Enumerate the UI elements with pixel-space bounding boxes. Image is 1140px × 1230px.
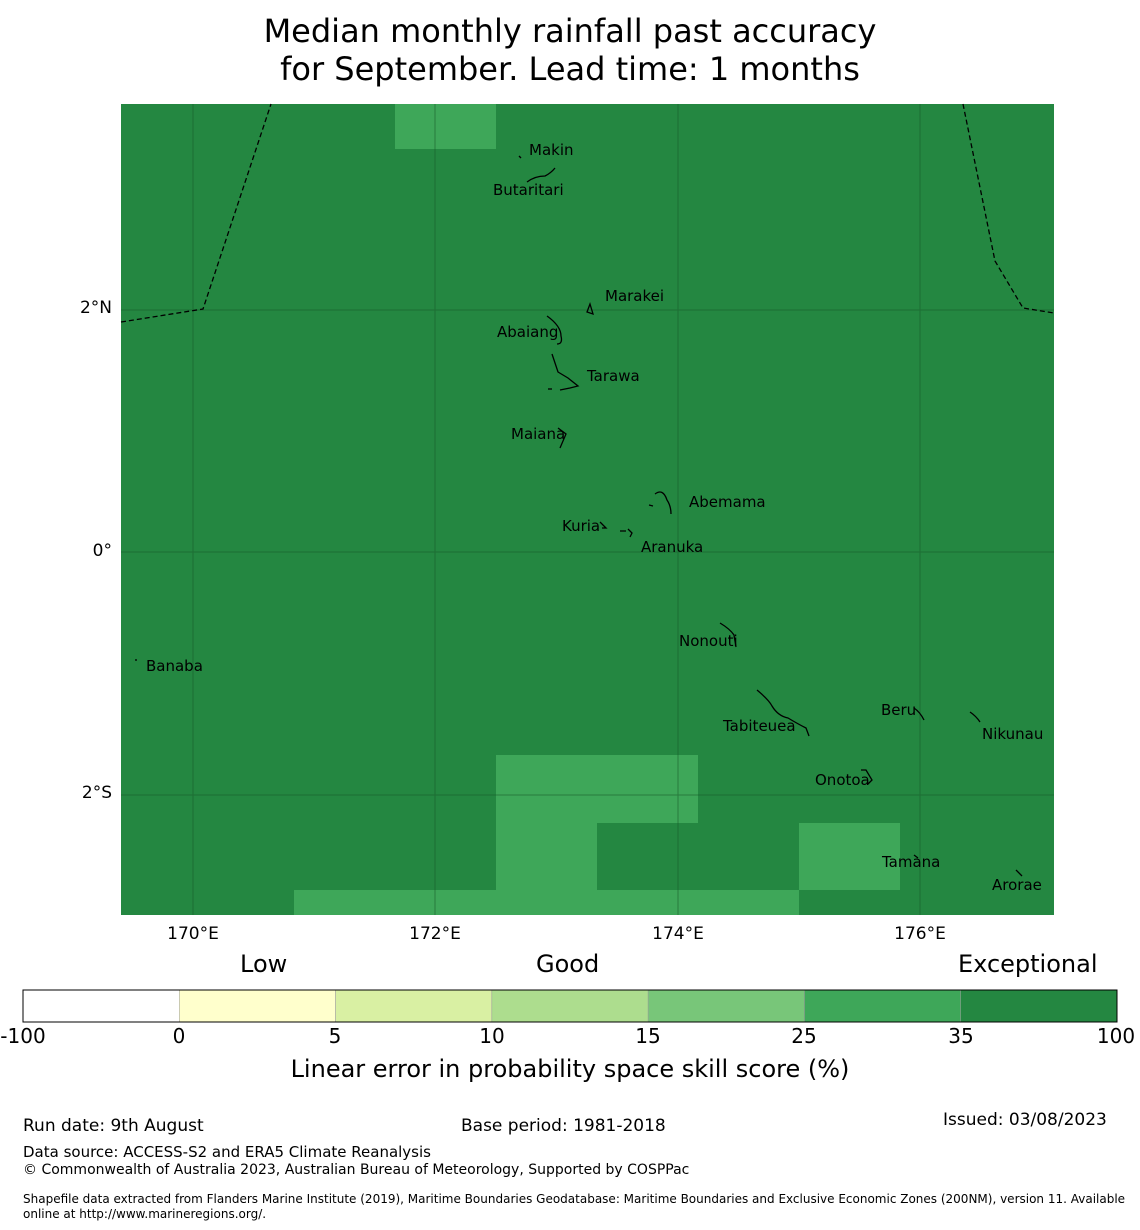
place-label-tamana: Tamana	[882, 853, 941, 871]
place-label-butaritari: Butaritari	[493, 181, 564, 199]
place-label-marakei: Marakei	[605, 287, 665, 305]
legend-tick: -100	[0, 1024, 46, 1048]
legend-category-exceptional: Exceptional	[958, 950, 1098, 978]
place-label-maiana: Maiana	[511, 425, 566, 443]
lon-label-170e: 170°E	[167, 924, 219, 944]
shapefile-credit-line-2: online at http://www.marineregions.org/.	[23, 1207, 267, 1221]
colorbar-segment	[647, 989, 805, 1023]
skill-cell	[496, 755, 698, 823]
chart-title-line-1: Median monthly rainfall past accuracy	[263, 12, 877, 50]
lat-label-2n: 2°N	[79, 298, 112, 318]
legend-tick: 35	[948, 1024, 974, 1048]
place-label-nikunau: Nikunau	[982, 725, 1044, 743]
place-label-tabiteuea: Tabiteuea	[723, 717, 796, 735]
legend-category-low: Low	[240, 950, 288, 978]
legend-tick: 0	[172, 1024, 186, 1048]
island-outlines	[135, 155, 1023, 877]
lat-label-0: 0°	[92, 541, 112, 561]
colorbar-segment	[491, 989, 649, 1023]
colorbar-segment	[960, 989, 1118, 1023]
place-label-abaiang: Abaiang	[497, 323, 559, 341]
place-label-abemama: Abemama	[689, 493, 766, 511]
copyright: © Commonwealth of Australia 2023, Austra…	[23, 1162, 690, 1178]
legend-tick: 10	[479, 1024, 505, 1048]
skill-cell	[395, 104, 496, 149]
chart-title-line-2: for September. Lead time: 1 months	[280, 50, 860, 88]
data-source: Data source: ACCESS-S2 and ERA5 Climate …	[23, 1143, 431, 1161]
legend-tick: 25	[791, 1024, 817, 1048]
colorbar-label: Linear error in probability space skill …	[290, 1055, 850, 1083]
colorbar-segment	[22, 989, 180, 1023]
colorbar-segment	[335, 989, 493, 1023]
lon-label-172e: 172°E	[409, 924, 461, 944]
skill-cell	[496, 823, 597, 890]
legend-colorbar	[22, 989, 1118, 1023]
colorbar-segment	[804, 989, 961, 1023]
lon-label-176e: 176°E	[894, 924, 946, 944]
lat-label-2s: 2°S	[81, 783, 112, 803]
issued-date: Issued: 03/08/2023	[943, 1110, 1107, 1130]
place-label-kuria: Kuria	[562, 517, 601, 535]
legend-tick: 5	[328, 1024, 342, 1048]
eez-boundary	[120, 103, 1055, 323]
legend-tick: 100	[1096, 1024, 1136, 1048]
skill-cell	[799, 823, 900, 890]
colorbar-outline	[22, 989, 1118, 1023]
legend-tick: 15	[635, 1024, 661, 1048]
place-label-onotoa: Onotoa	[815, 771, 870, 789]
shapefile-credit-line-1: Shapefile data extracted from Flanders M…	[23, 1192, 1126, 1206]
place-label-nonouti: Nonouti	[679, 632, 738, 650]
legend-category-good: Good	[536, 950, 600, 978]
run-date: Run date: 9th August	[23, 1116, 204, 1136]
base-period: Base period: 1981-2018	[461, 1116, 666, 1136]
place-label-aranuka: Aranuka	[641, 538, 704, 556]
skill-cell	[294, 890, 799, 915]
map-gridlines	[121, 104, 1054, 915]
lon-label-174e: 174°E	[652, 924, 704, 944]
place-label-beru: Beru	[881, 701, 917, 719]
place-label-makin: Makin	[529, 141, 574, 159]
colorbar-segment	[179, 989, 336, 1023]
place-label-arorae: Arorae	[992, 876, 1042, 894]
place-label-tarawa: Tarawa	[587, 367, 640, 385]
place-label-banaba: Banaba	[146, 657, 203, 675]
